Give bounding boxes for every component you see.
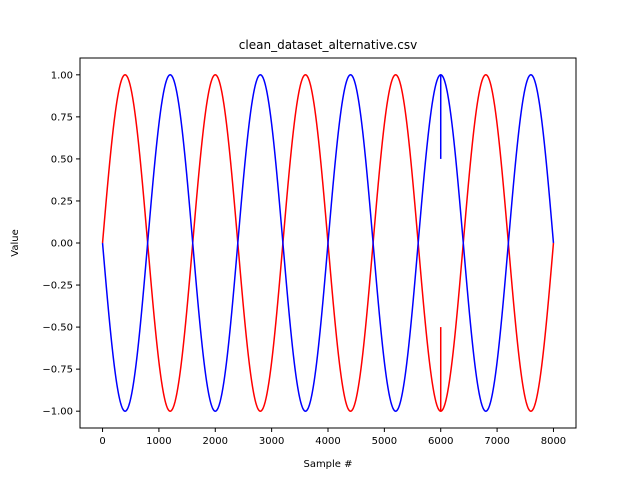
y-tick-label: −0.50 xyxy=(42,323,73,334)
y-tick-label: −0.75 xyxy=(42,365,73,376)
x-tick-label: 4000 xyxy=(315,436,340,447)
x-tick-label: 7000 xyxy=(484,436,509,447)
x-tick-label: 8000 xyxy=(541,436,566,447)
y-tick-label: 0.25 xyxy=(51,196,73,207)
chart-title: clean_dataset_alternative.csv xyxy=(239,38,417,52)
y-tick-label: 0.00 xyxy=(51,239,73,250)
x-tick-label: 3000 xyxy=(259,436,284,447)
x-tick-label: 6000 xyxy=(428,436,453,447)
x-tick-label: 1000 xyxy=(146,436,171,447)
x-tick-label: 5000 xyxy=(372,436,397,447)
y-tick-label: 0.50 xyxy=(51,154,73,165)
series-line-2 xyxy=(101,74,555,412)
series-layer xyxy=(101,74,555,412)
y-tick-label: 0.75 xyxy=(51,112,73,123)
x-axis-label: Sample # xyxy=(303,459,352,470)
y-tick-label: −1.00 xyxy=(42,407,73,418)
y-tick-label: −0.25 xyxy=(42,281,73,292)
x-axis: 0 1000 2000 3000 4000 5000 6000 7000 8000 xyxy=(99,428,566,447)
y-axis-label: Value xyxy=(10,229,21,256)
x-tick-label: 0 xyxy=(99,436,105,447)
x-tick-label: 2000 xyxy=(203,436,228,447)
y-axis: −1.00 −0.75 −0.50 −0.25 0.00 0.25 0.50 0.75 1.00 xyxy=(42,70,80,418)
y-tick-label: 1.00 xyxy=(51,70,73,81)
